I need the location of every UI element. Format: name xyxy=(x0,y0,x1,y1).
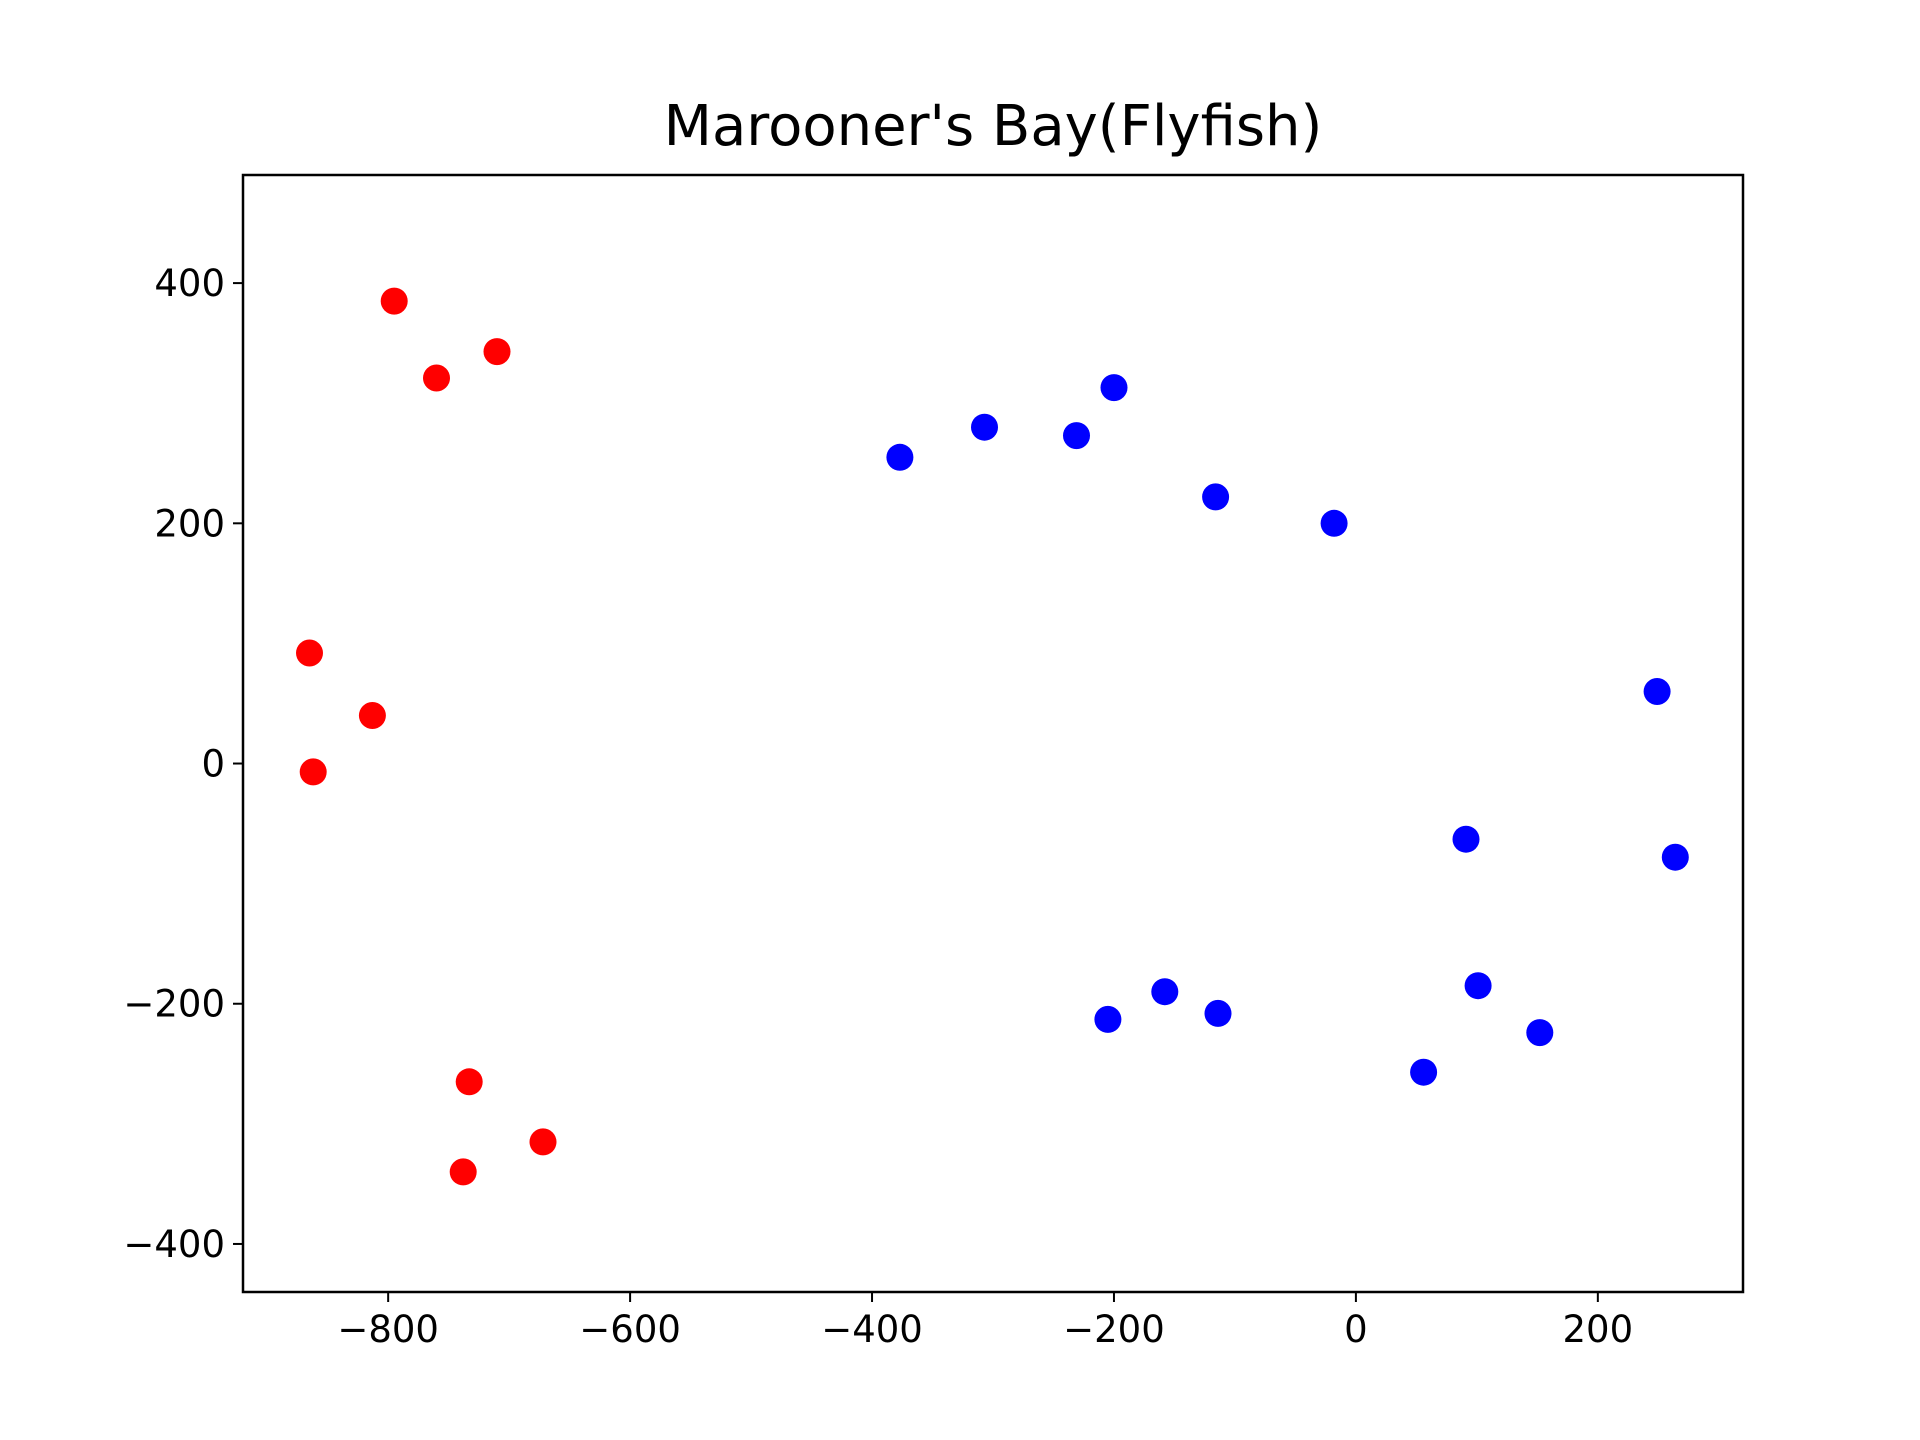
scatter-point xyxy=(1202,483,1230,511)
scatter-point xyxy=(1094,1005,1122,1033)
scatter-point xyxy=(423,364,450,392)
scatter-point xyxy=(358,702,386,729)
plot-area-frame xyxy=(241,173,1745,1294)
scatter-point xyxy=(1410,1058,1438,1086)
x-tick-label: −400 xyxy=(821,1308,923,1351)
scatter-point xyxy=(886,443,914,471)
scatter-point xyxy=(449,1158,477,1186)
x-tick-label: −800 xyxy=(337,1308,439,1351)
scatter-point xyxy=(380,287,408,315)
scatter-point xyxy=(1526,1019,1554,1047)
x-axis: −800 −600 −400 −200 0 200 xyxy=(337,1292,1633,1351)
scatter-point xyxy=(1464,972,1492,1000)
scatter-point xyxy=(1643,678,1671,705)
y-tick-label: 0 xyxy=(201,743,225,786)
scatter-point xyxy=(971,413,998,441)
scatter-point xyxy=(1100,374,1128,402)
y-tick-label: −400 xyxy=(123,1223,225,1266)
x-tick-label: −600 xyxy=(579,1308,681,1351)
scatter-point xyxy=(1661,843,1689,871)
scatter-point xyxy=(296,639,323,667)
x-tick-label: 200 xyxy=(1563,1308,1634,1351)
y-axis: −400 −200 0 200 400 xyxy=(123,262,243,1266)
scatter-point xyxy=(1151,978,1179,1006)
scatter-point xyxy=(1452,825,1480,853)
scatter-point xyxy=(299,758,327,786)
y-tick-label: 400 xyxy=(154,262,225,305)
y-tick-label: 200 xyxy=(154,502,225,545)
scatter-point xyxy=(483,338,511,366)
x-tick-label: 0 xyxy=(1344,1308,1368,1351)
data-points xyxy=(296,287,1689,1186)
scatter-point xyxy=(1320,509,1348,537)
y-tick-label: −200 xyxy=(123,983,225,1026)
scatter-point xyxy=(1063,422,1090,450)
chart-title: Marooner's Bay(Flyfish) xyxy=(664,94,1323,159)
scatter-point xyxy=(455,1068,483,1096)
scatter-point xyxy=(529,1128,557,1156)
x-tick-label: −200 xyxy=(1063,1308,1165,1351)
scatter-point xyxy=(1204,999,1232,1027)
